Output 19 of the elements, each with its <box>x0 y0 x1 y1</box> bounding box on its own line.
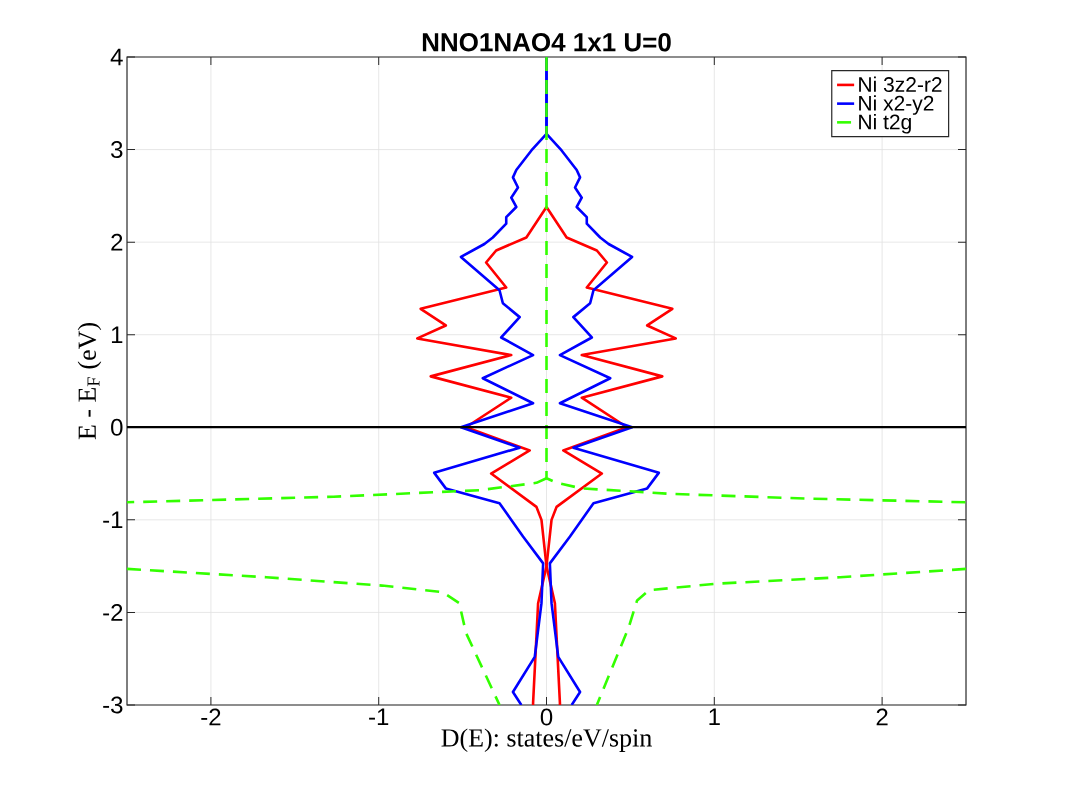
x-tick-label: 0 <box>540 708 553 726</box>
y-tick-label: 2 <box>111 233 123 251</box>
x-tick-label: -2 <box>201 708 221 726</box>
x-tick-label: 2 <box>876 708 888 726</box>
y-tick-label: 1 <box>111 326 123 343</box>
x-tick-label: 1 <box>709 708 720 726</box>
y-tick-label: -1 <box>103 511 123 529</box>
legend-label: Ni 3z2-r2 <box>859 76 942 92</box>
y-axis-title: E - E$_{F}$ (eV) <box>77 323 102 440</box>
x-tick-label: -1 <box>369 708 389 726</box>
y-tick-label: 3 <box>111 141 123 159</box>
x-axis-title: D(E): states/eV/spin <box>441 728 652 752</box>
y-tick-label: 0 <box>111 418 123 436</box>
legend-label: Ni t2g <box>859 114 911 134</box>
y-tick-label: 4 <box>110 48 123 66</box>
legend-label: Ni x2-y2 <box>859 95 934 115</box>
chart-title: NNO1NAO4 1x1 U=0 <box>422 33 671 52</box>
y-tick-label: -2 <box>103 604 123 621</box>
y-tick-label: -3 <box>103 696 123 714</box>
